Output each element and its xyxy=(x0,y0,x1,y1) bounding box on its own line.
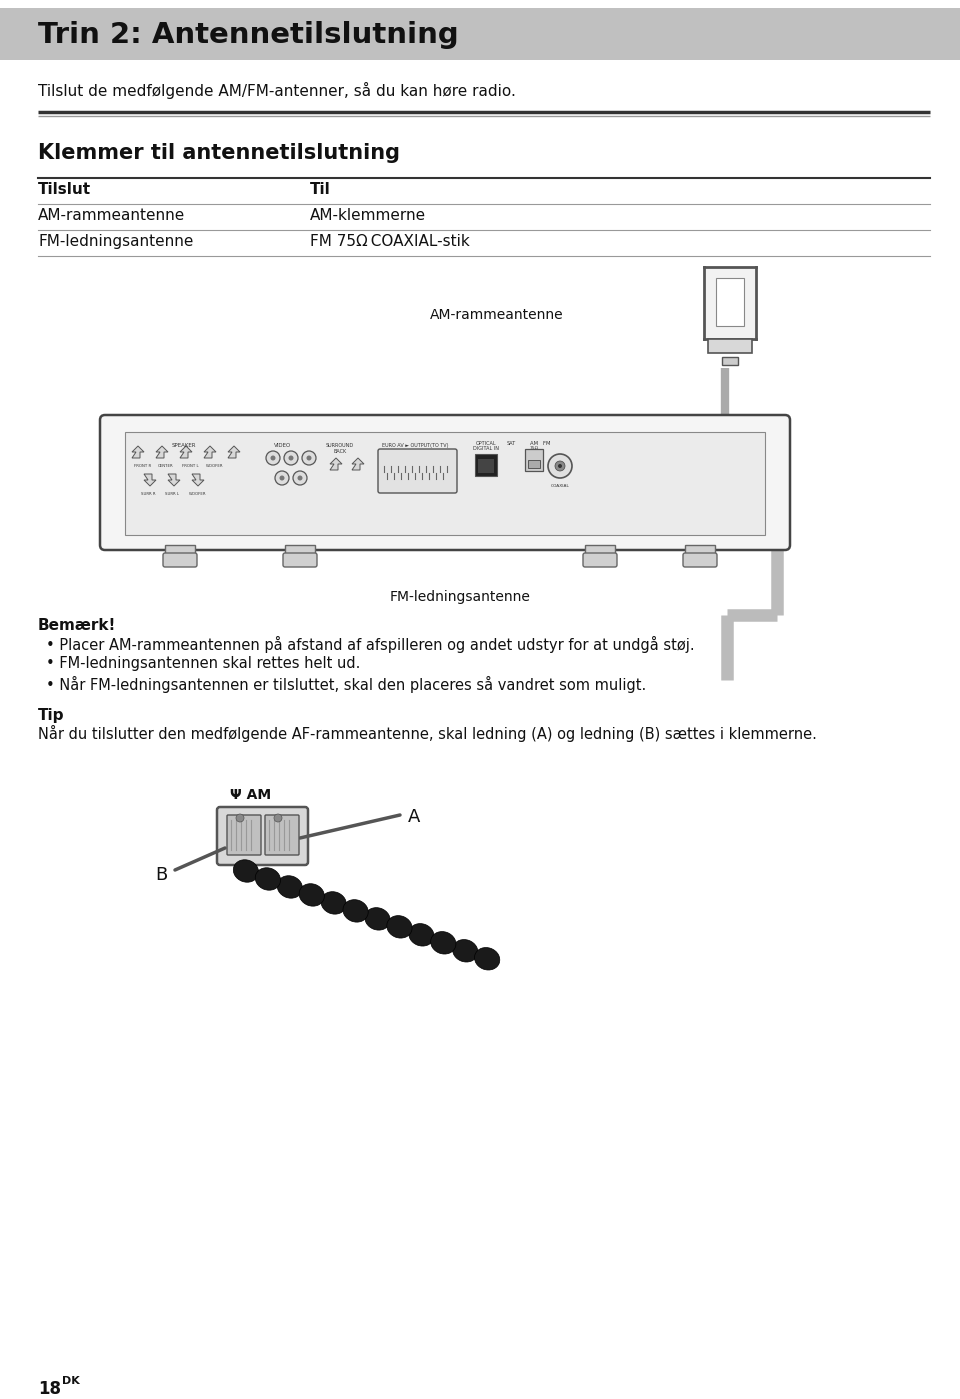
Text: Til: Til xyxy=(310,182,331,197)
Text: WOOFER: WOOFER xyxy=(206,464,224,469)
Circle shape xyxy=(293,471,307,485)
Circle shape xyxy=(298,476,302,480)
Ellipse shape xyxy=(409,923,434,946)
Circle shape xyxy=(555,462,565,471)
Ellipse shape xyxy=(343,900,369,922)
Text: A: A xyxy=(408,809,420,825)
Text: SURROUND
BACK: SURROUND BACK xyxy=(326,443,354,455)
Circle shape xyxy=(279,476,284,480)
Text: FM-ledningsantenne: FM-ledningsantenne xyxy=(390,590,531,604)
Text: Tilslut de medfølgende AM/FM-antenner, så du kan høre radio.: Tilslut de medfølgende AM/FM-antenner, s… xyxy=(38,83,516,99)
Polygon shape xyxy=(144,474,156,485)
Bar xyxy=(685,546,715,562)
Circle shape xyxy=(558,464,562,469)
Circle shape xyxy=(548,455,572,478)
Text: B: B xyxy=(155,866,167,884)
Text: SURR L: SURR L xyxy=(165,492,179,497)
Text: AM-klemmerne: AM-klemmerne xyxy=(310,208,426,222)
Bar xyxy=(475,455,497,476)
Ellipse shape xyxy=(300,884,324,907)
Polygon shape xyxy=(204,446,216,457)
Bar xyxy=(125,432,765,534)
Bar xyxy=(528,460,540,469)
FancyBboxPatch shape xyxy=(100,416,790,550)
Ellipse shape xyxy=(255,867,280,890)
Text: Ψ AM: Ψ AM xyxy=(230,788,271,802)
Text: OPTICAL: OPTICAL xyxy=(476,441,496,446)
Text: • FM-ledningsantennen skal rettes helt ud.: • FM-ledningsantennen skal rettes helt u… xyxy=(46,656,360,672)
Text: FRONT R: FRONT R xyxy=(134,464,151,469)
Polygon shape xyxy=(352,457,364,470)
Text: AM-rammeantenne: AM-rammeantenne xyxy=(430,308,564,322)
Circle shape xyxy=(266,450,280,464)
Text: • Når FM-ledningsantennen er tilsluttet, skal den placeres så vandret som muligt: • Når FM-ledningsantennen er tilsluttet,… xyxy=(46,676,646,693)
Circle shape xyxy=(275,471,289,485)
Polygon shape xyxy=(228,446,240,457)
Polygon shape xyxy=(168,474,180,485)
Ellipse shape xyxy=(431,932,456,954)
Circle shape xyxy=(302,450,316,464)
Ellipse shape xyxy=(365,908,390,930)
Text: Klemmer til antennetilslutning: Klemmer til antennetilslutning xyxy=(38,143,400,164)
Text: DIGITAL IN: DIGITAL IN xyxy=(473,446,499,450)
Text: FM-ledningsantenne: FM-ledningsantenne xyxy=(38,234,193,249)
FancyBboxPatch shape xyxy=(227,816,261,855)
Text: VIDEO: VIDEO xyxy=(275,443,292,448)
Text: Tilslut: Tilslut xyxy=(38,182,91,197)
Text: Trin 2: Antennetilslutning: Trin 2: Antennetilslutning xyxy=(38,21,459,49)
Bar xyxy=(722,357,738,365)
Bar xyxy=(165,546,195,562)
FancyBboxPatch shape xyxy=(217,807,308,865)
Bar xyxy=(478,459,494,473)
Circle shape xyxy=(289,456,294,460)
Text: Tip: Tip xyxy=(38,708,64,723)
Text: AM   FM: AM FM xyxy=(530,441,550,446)
Circle shape xyxy=(274,814,282,823)
Bar xyxy=(705,269,755,339)
Text: FRONT L: FRONT L xyxy=(182,464,199,469)
Polygon shape xyxy=(132,446,144,457)
Text: FM 75Ω COAXIAL-stik: FM 75Ω COAXIAL-stik xyxy=(310,234,469,249)
Ellipse shape xyxy=(233,860,258,883)
Bar xyxy=(708,339,752,353)
Bar xyxy=(585,546,615,562)
FancyBboxPatch shape xyxy=(283,553,317,567)
FancyBboxPatch shape xyxy=(378,449,457,492)
Text: 75Ω: 75Ω xyxy=(530,446,539,450)
Bar xyxy=(525,449,543,471)
Circle shape xyxy=(236,814,244,823)
Circle shape xyxy=(271,456,276,460)
Ellipse shape xyxy=(321,891,347,914)
Text: WOOFER: WOOFER xyxy=(189,492,206,497)
Text: 18: 18 xyxy=(38,1379,61,1398)
Text: Når du tilslutter den medfølgende AF-rammeantenne, skal ledning (A) og ledning (: Når du tilslutter den medfølgende AF-ram… xyxy=(38,725,817,741)
FancyBboxPatch shape xyxy=(683,553,717,567)
Bar xyxy=(285,546,315,562)
FancyBboxPatch shape xyxy=(265,816,299,855)
Ellipse shape xyxy=(387,915,412,939)
Text: DK: DK xyxy=(62,1377,80,1386)
Text: EURO AV ► OUTPUT(TO TV): EURO AV ► OUTPUT(TO TV) xyxy=(382,443,448,448)
Text: AM-rammeantenne: AM-rammeantenne xyxy=(38,208,185,222)
Polygon shape xyxy=(192,474,204,485)
Bar xyxy=(716,278,744,326)
Text: • Placer AM-rammeantennen på afstand af afspilleren og andet udstyr for at undgå: • Placer AM-rammeantennen på afstand af … xyxy=(46,637,695,653)
Ellipse shape xyxy=(277,876,302,898)
Polygon shape xyxy=(180,446,192,457)
FancyBboxPatch shape xyxy=(163,553,197,567)
Polygon shape xyxy=(156,446,168,457)
Circle shape xyxy=(306,456,311,460)
Text: CENTER: CENTER xyxy=(158,464,174,469)
Ellipse shape xyxy=(474,947,500,970)
Text: COAXIAL: COAXIAL xyxy=(551,484,569,488)
Text: SURR R: SURR R xyxy=(141,492,156,497)
Circle shape xyxy=(284,450,298,464)
Text: Bemærk!: Bemærk! xyxy=(38,618,116,632)
FancyBboxPatch shape xyxy=(583,553,617,567)
Bar xyxy=(0,8,960,60)
Text: SAT: SAT xyxy=(506,441,516,446)
Ellipse shape xyxy=(452,940,478,963)
Text: SPEAKER: SPEAKER xyxy=(172,443,196,448)
Polygon shape xyxy=(330,457,342,470)
